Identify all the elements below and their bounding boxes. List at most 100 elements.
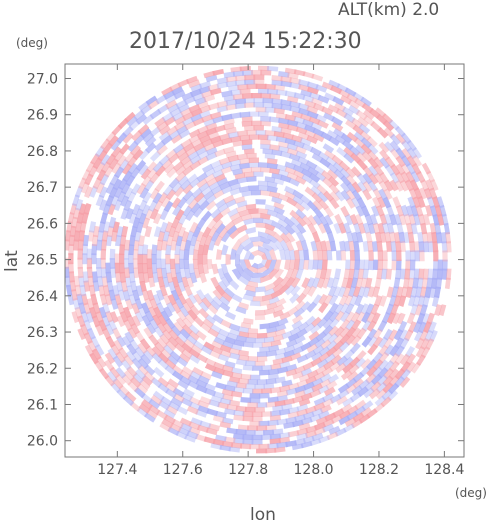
field-cell bbox=[289, 249, 296, 260]
field-cell bbox=[384, 213, 393, 226]
field-cell bbox=[406, 139, 418, 152]
field-cell bbox=[345, 326, 356, 338]
field-cell bbox=[241, 120, 253, 127]
field-cell bbox=[295, 240, 304, 252]
field-cell bbox=[189, 235, 198, 247]
field-cell bbox=[281, 355, 293, 364]
field-cell bbox=[265, 447, 277, 454]
field-cell bbox=[160, 396, 173, 407]
field-cell bbox=[268, 296, 280, 305]
field-cell bbox=[316, 277, 326, 289]
field-cell bbox=[78, 275, 85, 288]
field-cell bbox=[323, 214, 334, 226]
field-cell bbox=[318, 214, 329, 226]
field-cell bbox=[329, 190, 341, 202]
field-cell bbox=[165, 318, 176, 330]
field-cell bbox=[233, 414, 245, 422]
field-cell bbox=[212, 169, 224, 179]
field-cell bbox=[263, 336, 275, 343]
field-cell bbox=[254, 407, 265, 413]
x-axis-label: lon bbox=[250, 505, 276, 521]
field-cell bbox=[345, 319, 356, 331]
field-cell bbox=[218, 157, 231, 166]
field-cell bbox=[206, 146, 218, 156]
field-cell bbox=[140, 353, 152, 366]
field-cell bbox=[174, 209, 185, 221]
field-cell bbox=[389, 179, 399, 192]
field-cell bbox=[357, 386, 369, 397]
field-cell bbox=[220, 231, 231, 243]
field-cell bbox=[211, 370, 223, 380]
field-cell bbox=[287, 430, 300, 438]
field-cell bbox=[214, 148, 226, 158]
field-cell bbox=[248, 252, 255, 260]
field-cell bbox=[322, 418, 335, 428]
field-cell bbox=[124, 391, 137, 403]
field-cell bbox=[434, 222, 442, 235]
radar-center bbox=[254, 256, 261, 263]
field-cell bbox=[242, 317, 254, 325]
field-cell bbox=[148, 398, 161, 410]
field-cell bbox=[189, 401, 201, 411]
x-tick-label: 128.4 bbox=[424, 462, 464, 478]
field-cell bbox=[171, 276, 180, 288]
y-tick-label: 26.8 bbox=[27, 144, 58, 160]
field-cell bbox=[250, 213, 261, 219]
field-cell bbox=[296, 432, 309, 441]
field-cell bbox=[156, 337, 168, 349]
field-cell bbox=[95, 323, 105, 336]
field-cell bbox=[398, 213, 407, 226]
field-cell bbox=[311, 152, 324, 163]
field-cell bbox=[207, 327, 220, 338]
field-cell bbox=[221, 185, 233, 195]
field-cell bbox=[188, 354, 201, 364]
field-cell bbox=[271, 149, 283, 157]
field-cell bbox=[195, 330, 207, 341]
field-cell bbox=[303, 322, 316, 334]
field-cell bbox=[271, 75, 283, 82]
field-cell bbox=[202, 318, 214, 329]
field-cell bbox=[185, 146, 197, 157]
field-cell bbox=[400, 204, 409, 217]
field-cell bbox=[287, 147, 299, 156]
field-cell bbox=[421, 162, 432, 175]
field-cell bbox=[233, 433, 245, 440]
field-cell bbox=[132, 148, 144, 161]
field-cell bbox=[95, 258, 102, 269]
field-cell bbox=[140, 168, 152, 180]
field-cell bbox=[436, 268, 443, 280]
field-cell bbox=[304, 99, 317, 109]
field-cell bbox=[283, 349, 295, 359]
field-cell bbox=[119, 253, 125, 265]
field-cell bbox=[385, 303, 395, 316]
field-cell bbox=[317, 222, 327, 234]
field-cell bbox=[334, 102, 347, 112]
field-cell bbox=[311, 351, 323, 362]
field-cell bbox=[273, 84, 286, 91]
field-cell bbox=[222, 369, 234, 378]
field-cell bbox=[434, 286, 441, 299]
field-cell bbox=[181, 301, 192, 313]
field-cell bbox=[301, 277, 311, 289]
y-tick-label: 26.1 bbox=[27, 397, 58, 413]
field-cell bbox=[208, 181, 220, 191]
field-cell bbox=[317, 191, 329, 203]
field-cell bbox=[129, 144, 141, 157]
field-cell bbox=[233, 339, 245, 347]
field-cell bbox=[324, 353, 336, 364]
field-cell bbox=[175, 147, 187, 158]
field-cell bbox=[253, 125, 264, 131]
field-cell bbox=[114, 253, 120, 265]
field-cell bbox=[366, 136, 378, 148]
field-cell bbox=[410, 222, 418, 235]
field-cell bbox=[223, 146, 235, 154]
field-cell bbox=[125, 350, 137, 363]
field-cell bbox=[322, 143, 335, 154]
field-cell bbox=[268, 344, 280, 352]
field-cell bbox=[116, 335, 126, 348]
field-cell bbox=[265, 401, 277, 408]
field-cell bbox=[247, 402, 258, 408]
field-cell bbox=[322, 324, 334, 336]
field-cell bbox=[258, 245, 269, 254]
field-cell bbox=[186, 430, 199, 440]
